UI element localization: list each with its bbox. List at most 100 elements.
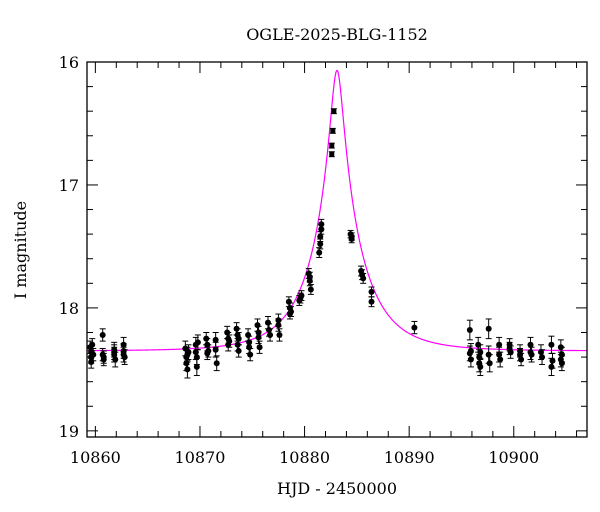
- point-marker: [318, 221, 325, 228]
- point-marker: [518, 356, 525, 363]
- data-point: [477, 357, 484, 377]
- data-point: [100, 352, 107, 367]
- y-tick-label: 16: [59, 53, 79, 72]
- x-axis-label: HJD - 2450000: [277, 479, 397, 498]
- data-point: [477, 344, 484, 361]
- data-point: [264, 316, 271, 330]
- data-point: [226, 334, 233, 348]
- point-marker: [212, 346, 219, 353]
- point-marker: [254, 322, 261, 329]
- point-marker: [517, 351, 524, 358]
- data-point: [90, 347, 97, 362]
- point-marker: [266, 327, 273, 334]
- data-point: [298, 290, 305, 302]
- x-tick-label: 10860: [70, 448, 121, 467]
- point-marker: [477, 363, 484, 370]
- point-marker: [331, 108, 337, 114]
- data-point: [99, 328, 106, 342]
- point-marker: [275, 322, 282, 329]
- data-point: [411, 320, 418, 335]
- data-point: [497, 351, 504, 368]
- data-point: [255, 330, 262, 345]
- point-marker: [193, 363, 200, 370]
- point-marker: [99, 331, 106, 338]
- point-marker: [549, 357, 556, 364]
- data-point: [549, 352, 556, 369]
- data-point: [213, 355, 220, 372]
- data-point: [254, 318, 261, 332]
- point-marker: [90, 351, 97, 358]
- point-marker: [111, 349, 118, 356]
- data-points-group: [87, 108, 565, 379]
- point-marker: [368, 298, 375, 305]
- point-marker: [548, 363, 555, 370]
- point-marker: [184, 366, 191, 373]
- data-point: [318, 218, 325, 230]
- point-marker: [287, 308, 294, 315]
- point-marker: [496, 341, 503, 348]
- point-marker: [226, 338, 233, 345]
- point-marker: [558, 351, 565, 358]
- point-marker: [255, 334, 262, 341]
- point-marker: [329, 143, 335, 149]
- point-marker: [317, 233, 324, 240]
- data-point: [276, 328, 283, 342]
- data-point: [507, 345, 514, 359]
- data-point: [120, 343, 127, 359]
- point-marker: [205, 347, 212, 354]
- data-point: [328, 142, 335, 149]
- data-point: [348, 234, 355, 244]
- y-tick-label: 19: [59, 422, 79, 441]
- point-marker: [306, 277, 313, 284]
- point-marker: [245, 331, 252, 338]
- point-marker: [486, 360, 493, 367]
- data-point: [247, 347, 254, 362]
- point-marker: [360, 275, 367, 282]
- data-point: [486, 354, 493, 373]
- point-marker: [411, 324, 418, 331]
- data-point: [245, 328, 252, 342]
- chart-title: OGLE-2025-BLG-1152: [246, 25, 428, 44]
- point-marker: [121, 354, 128, 361]
- data-point: [558, 346, 565, 363]
- point-marker: [264, 319, 271, 326]
- point-marker: [193, 354, 200, 361]
- data-point: [317, 231, 324, 243]
- data-point: [466, 319, 473, 341]
- point-marker: [307, 286, 314, 293]
- data-point: [287, 306, 294, 318]
- data-point: [467, 343, 474, 359]
- data-point: [212, 341, 219, 358]
- x-tick-label: 10900: [488, 448, 539, 467]
- plot-frame: [86, 61, 588, 438]
- point-marker: [235, 347, 242, 354]
- point-marker: [235, 335, 242, 342]
- data-point: [539, 349, 546, 365]
- point-marker: [285, 298, 292, 305]
- point-marker: [497, 356, 504, 363]
- data-point: [205, 344, 212, 358]
- data-point: [212, 331, 219, 348]
- point-marker: [316, 249, 323, 256]
- x-tick-label: 10880: [279, 448, 330, 467]
- point-marker: [317, 240, 324, 247]
- point-marker: [507, 349, 514, 356]
- point-marker: [89, 341, 96, 348]
- point-marker: [247, 351, 254, 358]
- data-point: [307, 284, 314, 295]
- data-point: [267, 328, 274, 342]
- data-point: [194, 334, 201, 351]
- point-marker: [194, 339, 201, 346]
- y-tick-label: 17: [59, 176, 79, 195]
- data-point: [368, 296, 375, 308]
- point-marker: [246, 344, 253, 351]
- point-marker: [539, 354, 546, 361]
- point-marker: [348, 236, 355, 243]
- data-point: [360, 272, 367, 284]
- point-marker: [213, 360, 220, 367]
- point-marker: [368, 288, 375, 295]
- y-tick-label: 18: [59, 299, 79, 318]
- point-marker: [298, 292, 305, 299]
- data-point: [256, 340, 263, 354]
- point-marker: [467, 347, 474, 354]
